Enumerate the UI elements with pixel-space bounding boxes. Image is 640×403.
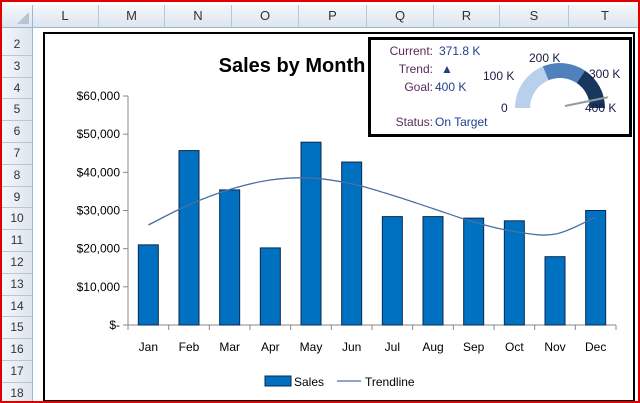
x-tick-label: Jun: [342, 340, 361, 354]
row-header-3[interactable]: 3: [2, 56, 32, 78]
y-tick-label: $40,000: [77, 165, 121, 179]
row-header-4[interactable]: 4: [2, 78, 32, 100]
row-header-bar: 2 3 4 5 6 7 8 9 10 11 12 13 14 15 16 17 18: [2, 28, 33, 401]
x-tick-label: Aug: [422, 340, 443, 354]
row-header-9[interactable]: 9: [2, 187, 32, 209]
triangle-up-icon: ▲: [441, 62, 453, 76]
row-header-11[interactable]: 11: [2, 230, 32, 252]
row-header-8[interactable]: 8: [2, 165, 32, 187]
gauge-needle: [564, 96, 609, 107]
bar-Jul[interactable]: [381, 216, 403, 326]
column-header-T[interactable]: T: [569, 5, 638, 27]
row-header-14[interactable]: 14: [2, 296, 32, 318]
bar-Oct[interactable]: [503, 220, 525, 326]
x-tick-label: Sep: [463, 340, 485, 354]
x-tick-label: Jul: [385, 340, 400, 354]
trend-label: Trend:: [398, 62, 433, 76]
status-label: Status:: [395, 115, 433, 129]
x-tick-label: Oct: [505, 340, 524, 354]
column-header-L[interactable]: L: [32, 5, 99, 27]
status-value: On Target: [435, 115, 488, 129]
row-header-16[interactable]: 16: [2, 339, 32, 361]
bar-Aug[interactable]: [422, 216, 444, 326]
gauge-label: 100 K: [483, 69, 514, 83]
row-header-2[interactable]: 2: [2, 34, 32, 56]
column-header-N[interactable]: N: [165, 5, 232, 27]
y-tick-label: $60,000: [77, 89, 121, 103]
trendline: [148, 177, 596, 236]
column-header-O[interactable]: O: [232, 5, 299, 27]
y-tick-label: $30,000: [77, 204, 121, 218]
bar-Nov[interactable]: [544, 256, 566, 326]
chart-plot: Sales by Month $- $10,000 $20,000 $30,000 $40…: [77, 55, 617, 389]
column-header-Q[interactable]: Q: [367, 5, 434, 27]
column-header-R[interactable]: R: [434, 5, 500, 27]
row-header-7[interactable]: 7: [2, 143, 32, 165]
bar-Apr[interactable]: [259, 247, 281, 326]
bar-Feb[interactable]: [178, 150, 200, 326]
gauge-label: 400 K: [585, 101, 616, 115]
row-header-6[interactable]: 6: [2, 121, 32, 143]
column-header-S[interactable]: S: [500, 5, 569, 27]
column-header-M[interactable]: M: [99, 5, 165, 27]
bar-May[interactable]: [300, 141, 322, 326]
x-tick-label: Nov: [544, 340, 565, 354]
goal-value: 400 K: [435, 80, 467, 94]
column-header-P[interactable]: P: [299, 5, 367, 27]
x-tick-label: Jan: [139, 340, 158, 354]
current-value: 371.8 K: [439, 44, 481, 58]
gauge: 0 100 K 200 K 300 K 400 K: [483, 51, 620, 115]
x-tick-label: Dec: [585, 340, 606, 354]
x-tick-label: May: [300, 340, 323, 354]
kpi-panel[interactable]: Current: 371.8 K Trend: ▲ Goal: 400 K St…: [368, 37, 632, 137]
row-header-15[interactable]: 15: [2, 317, 32, 340]
gauge-band: [515, 66, 549, 108]
bar-Mar[interactable]: [219, 189, 241, 326]
y-tick-label: $10,000: [77, 280, 121, 294]
row-header-12[interactable]: 12: [2, 252, 32, 274]
gauge-label: 200 K: [529, 51, 560, 65]
legend-label-trendline: Trendline: [365, 375, 415, 389]
legend-swatch-sales: [264, 375, 292, 387]
row-header-18[interactable]: 18: [2, 383, 32, 401]
gauge-band: [542, 63, 586, 84]
chart-title: Sales by Month: [219, 55, 366, 77]
legend-label-sales: Sales: [294, 375, 324, 389]
bar-Sep[interactable]: [463, 217, 485, 326]
x-tick-label: Apr: [261, 340, 280, 354]
bar-Dec[interactable]: [585, 210, 607, 326]
x-tick-label: Feb: [179, 340, 200, 354]
x-tick-label: Mar: [219, 340, 240, 354]
select-all-button[interactable]: [2, 5, 33, 27]
y-tick-label: $-: [109, 318, 120, 332]
goal-label: Goal:: [404, 80, 433, 94]
bar-Jan[interactable]: [137, 244, 159, 326]
gauge-label: 300 K: [589, 67, 620, 81]
row-header-10[interactable]: 10: [2, 208, 32, 231]
bar-Jun[interactable]: [341, 161, 363, 326]
gauge-label: 0: [501, 101, 508, 115]
row-header-5[interactable]: 5: [2, 99, 32, 122]
y-tick-label: $20,000: [77, 242, 121, 256]
current-label: Current:: [389, 44, 433, 58]
row-header-17[interactable]: 17: [2, 361, 32, 383]
y-tick-label: $50,000: [77, 127, 121, 141]
row-header-13[interactable]: 13: [2, 274, 32, 296]
